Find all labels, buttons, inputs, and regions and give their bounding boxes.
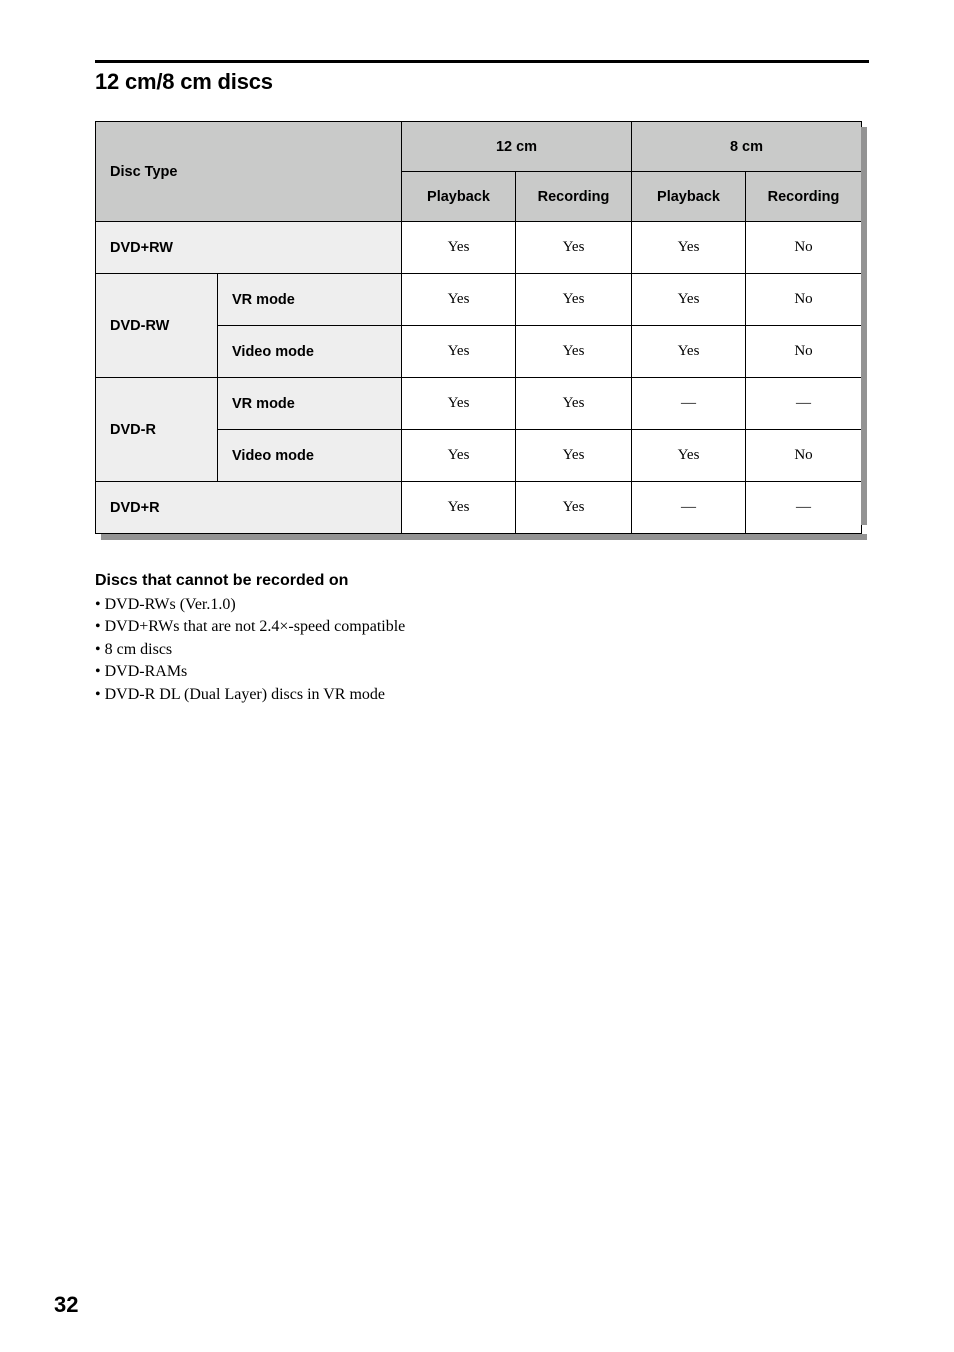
cell-r8: No [746, 326, 862, 378]
cell-p8: — [632, 482, 746, 534]
cell-r8: No [746, 430, 862, 482]
cell-p8: Yes [632, 430, 746, 482]
col-12-playback: Playback [402, 172, 516, 222]
cell-p12: Yes [402, 430, 516, 482]
cell-mode: Video mode [218, 326, 402, 378]
list-item: DVD-RAMs [95, 661, 869, 683]
col-8-recording: Recording [746, 172, 862, 222]
cell-p8: — [632, 378, 746, 430]
cell-p12: Yes [402, 482, 516, 534]
disc-table: Disc Type 12 cm 8 cm Playback Recording … [95, 121, 862, 534]
list-item: DVD+RWs that are not 2.4×-speed compatib… [95, 616, 869, 638]
cell-p8: Yes [632, 326, 746, 378]
cell-type: DVD-RW [96, 274, 218, 378]
cannot-record-title: Discs that cannot be recorded on [95, 572, 869, 590]
cell-r12: Yes [516, 482, 632, 534]
cell-mode: VR mode [218, 378, 402, 430]
cell-r12: Yes [516, 430, 632, 482]
cell-r12: Yes [516, 326, 632, 378]
table-shadow-right [861, 127, 867, 525]
table-row: DVD+R Yes Yes — — [96, 482, 862, 534]
list-item: 8 cm discs [95, 639, 869, 661]
col-disc-type: Disc Type [96, 122, 402, 222]
cell-r12: Yes [516, 222, 632, 274]
table-shadow-bottom [101, 534, 867, 540]
section-title: 12 cm/8 cm discs [95, 69, 869, 95]
list-item: DVD-R DL (Dual Layer) discs in VR mode [95, 684, 869, 706]
cell-r12: Yes [516, 378, 632, 430]
cell-r8: No [746, 274, 862, 326]
cell-r8: — [746, 378, 862, 430]
cell-type: DVD-R [96, 378, 218, 482]
col-12-recording: Recording [516, 172, 632, 222]
cell-p12: Yes [402, 326, 516, 378]
table-row: DVD-RW VR mode Yes Yes Yes No [96, 274, 862, 326]
table-header-row-1: Disc Type 12 cm 8 cm [96, 122, 862, 172]
cell-p8: Yes [632, 274, 746, 326]
col-8cm: 8 cm [632, 122, 862, 172]
cannot-record-list: DVD-RWs (Ver.1.0) DVD+RWs that are not 2… [95, 594, 869, 706]
cell-mode: VR mode [218, 274, 402, 326]
cell-p12: Yes [402, 274, 516, 326]
table-row: DVD-R VR mode Yes Yes — — [96, 378, 862, 430]
col-8-playback: Playback [632, 172, 746, 222]
cell-p12: Yes [402, 378, 516, 430]
cell-r12: Yes [516, 274, 632, 326]
list-item: DVD-RWs (Ver.1.0) [95, 594, 869, 616]
cell-type: DVD+R [96, 482, 402, 534]
cell-p12: Yes [402, 222, 516, 274]
cell-mode: Video mode [218, 430, 402, 482]
cell-type: DVD+RW [96, 222, 402, 274]
disc-table-wrap: Disc Type 12 cm 8 cm Playback Recording … [95, 121, 861, 534]
cell-r8: — [746, 482, 862, 534]
col-12cm: 12 cm [402, 122, 632, 172]
table-row: DVD+RW Yes Yes Yes No [96, 222, 862, 274]
cell-r8: No [746, 222, 862, 274]
section-rule [95, 60, 869, 63]
page-number: 32 [54, 1292, 78, 1318]
cell-p8: Yes [632, 222, 746, 274]
